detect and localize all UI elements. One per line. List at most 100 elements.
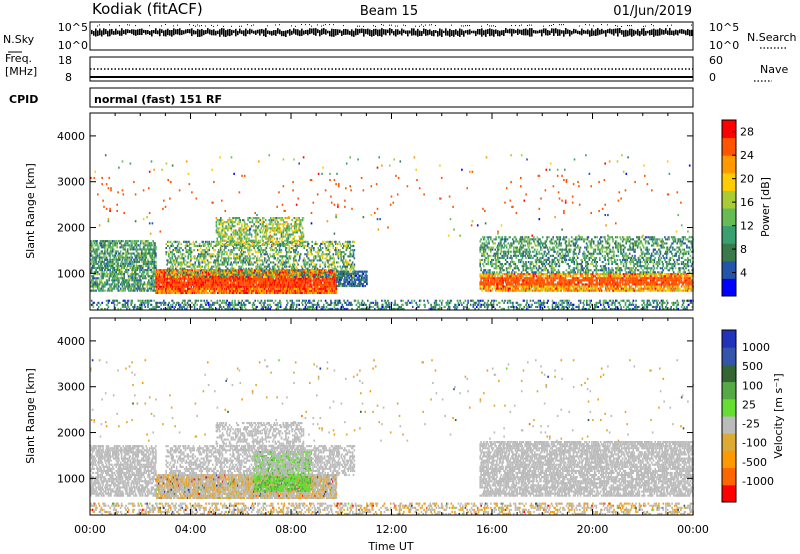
power-cell [112, 260, 114, 263]
power-cell [351, 249, 354, 252]
nsearch-sample [119, 25, 120, 27]
power-cell [153, 273, 155, 276]
power-cell [187, 281, 190, 284]
power-cell [269, 291, 272, 294]
power-cell [107, 266, 110, 269]
power-cell [326, 271, 329, 274]
power-cell [262, 251, 264, 254]
power-cell [248, 247, 251, 250]
nsearch-sample [211, 24, 212, 26]
power-cell [312, 279, 315, 282]
power-cell [256, 273, 258, 276]
power-cell [261, 249, 263, 252]
power-cell [333, 291, 336, 294]
power-cell [225, 257, 227, 260]
power-cell [146, 273, 148, 276]
power-cell [246, 283, 249, 286]
power-cell [136, 260, 139, 263]
power-cell [111, 283, 113, 286]
power-cell [285, 259, 287, 262]
power-cell [170, 277, 172, 280]
power-cell [165, 273, 167, 276]
power-cell [165, 277, 167, 280]
power-cell [209, 285, 212, 288]
power-cell [250, 285, 252, 288]
power-cell [322, 291, 324, 294]
power-cell [184, 271, 186, 274]
power-cell [173, 287, 176, 290]
power-cell [319, 279, 322, 282]
power-cell [244, 289, 246, 292]
power-cell [260, 275, 262, 278]
power-cell [120, 244, 123, 247]
power-cell [252, 275, 255, 278]
power-cell [278, 285, 280, 288]
power-cell [299, 291, 302, 294]
power-cell [165, 251, 167, 254]
power-cell [226, 275, 228, 278]
power-cell [158, 273, 161, 276]
nsky-sample [119, 30, 121, 36]
power-cell [141, 283, 144, 286]
power-cell [255, 283, 258, 286]
nsky-sample [113, 30, 115, 35]
power-cell [190, 283, 193, 286]
nsearch-sample [551, 24, 552, 26]
nsearch-sample [329, 24, 330, 26]
power-cell [228, 269, 231, 272]
power-cell [94, 256, 96, 259]
power-cell [293, 289, 295, 292]
power-cell [101, 277, 103, 280]
power-cell [266, 289, 268, 292]
power-cell [170, 275, 172, 278]
power-cell [104, 281, 106, 284]
power-cell [147, 240, 149, 243]
power-cell [263, 271, 266, 274]
power-cell [230, 277, 232, 280]
power-cell [193, 281, 195, 284]
nsky-sample [123, 30, 125, 35]
power-cell [330, 289, 332, 292]
power-cell [212, 265, 215, 268]
power-cell [120, 240, 123, 243]
nsky-sample [289, 29, 291, 36]
power-cell [283, 269, 286, 272]
power-cell [296, 285, 298, 288]
power-cell [230, 285, 232, 288]
power-cell [299, 257, 301, 260]
power-cell [226, 273, 228, 276]
power-cell [201, 249, 203, 252]
power-cell [263, 291, 266, 294]
power-cell [327, 244, 329, 247]
power-cell [122, 246, 125, 249]
power-cell [296, 275, 298, 278]
power-cell [200, 285, 202, 288]
power-cell [190, 289, 193, 292]
power-cell [125, 240, 127, 243]
power-cell [284, 285, 287, 288]
power-cell [299, 289, 302, 292]
power-cell [296, 287, 298, 290]
power-cell [242, 257, 245, 260]
power-cell [249, 263, 252, 266]
power-cell [137, 283, 140, 286]
power-cell [224, 283, 227, 286]
power-cell [249, 275, 251, 278]
power-cell [90, 258, 92, 261]
nsky-sample [511, 28, 513, 37]
power-cell [144, 262, 147, 265]
power-cell [224, 257, 226, 260]
power-cell [104, 283, 107, 286]
power-cell [149, 269, 152, 272]
power-cell [159, 291, 162, 294]
power-cell [319, 269, 322, 272]
power-cell [270, 287, 273, 290]
power-cell [106, 273, 109, 276]
power-cell [216, 237, 219, 240]
power-cell [241, 261, 244, 264]
power-cell [287, 291, 289, 294]
power-cell [338, 251, 341, 254]
power-cell [95, 279, 97, 282]
power-cell [246, 271, 248, 274]
power-cell [260, 247, 262, 250]
